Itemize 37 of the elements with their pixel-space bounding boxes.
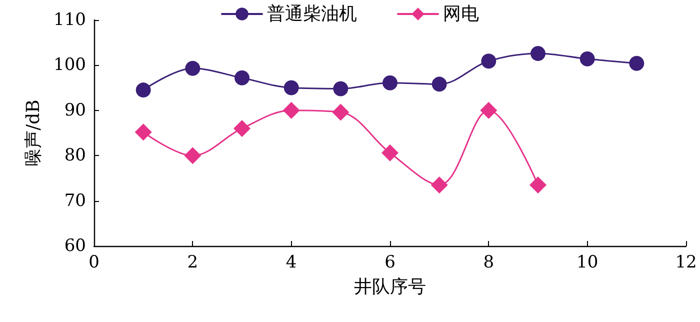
x-tick-label: 10: [576, 252, 598, 272]
point: [629, 56, 644, 71]
point: [382, 144, 398, 162]
point: [234, 120, 250, 137]
point: [136, 82, 151, 98]
y-tick-label: 60: [64, 236, 86, 256]
point: [332, 104, 350, 121]
point: [530, 46, 546, 61]
x-axis-title: 井队序号: [354, 276, 426, 298]
point: [481, 54, 496, 69]
x-tick-label: 4: [286, 252, 297, 272]
point: [282, 102, 300, 119]
x-tick-label: 6: [384, 252, 396, 272]
point: [430, 176, 448, 194]
point: [284, 80, 299, 96]
point: [185, 60, 200, 76]
y-tick-label: 110: [54, 10, 86, 30]
point: [184, 147, 202, 164]
y-tick-label: 100: [54, 55, 86, 76]
x-tick-label: 8: [483, 252, 494, 272]
point: [333, 81, 348, 96]
point: [480, 102, 498, 119]
point: [382, 75, 398, 90]
x-tick-label: 0: [88, 252, 100, 272]
point: [234, 70, 250, 86]
point: [432, 76, 447, 92]
y-tick-label: 90: [64, 100, 86, 120]
x-tick-label: 12: [675, 252, 697, 272]
y-tick-label: 80: [64, 146, 86, 166]
legend-label: 普通柴油机: [267, 4, 357, 24]
point: [580, 51, 595, 66]
legend-label: 网电: [443, 4, 479, 24]
point: [530, 176, 546, 194]
y-tick-label: 70: [64, 190, 86, 211]
x-tick-label: 2: [187, 252, 198, 272]
point: [134, 124, 152, 141]
y-axis-title: 噪声/dB: [23, 100, 44, 166]
